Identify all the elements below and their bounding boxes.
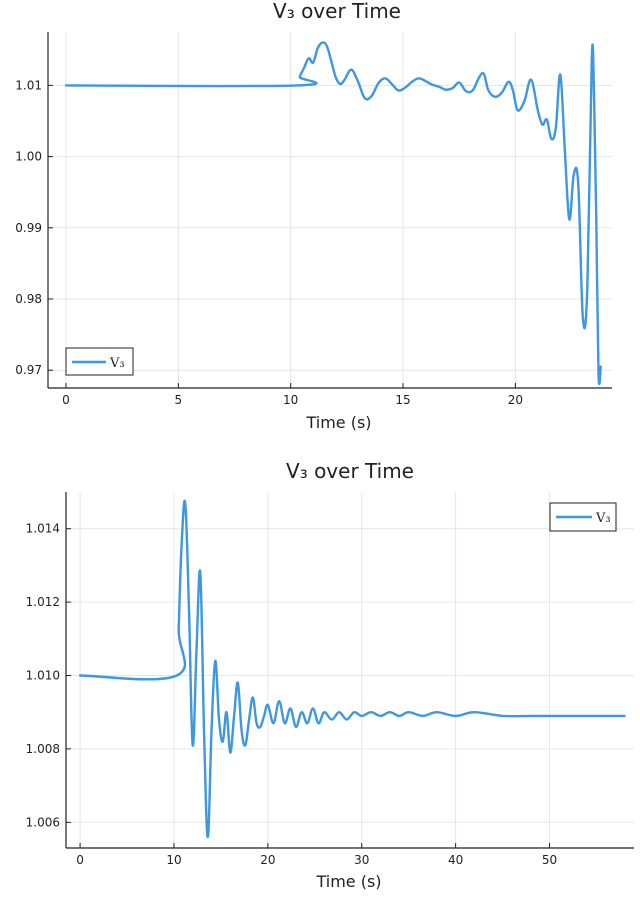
x-axis-label: Time (s) (315, 872, 381, 891)
legend-entry: V₃ (109, 356, 125, 371)
chart-top: V₃ over Time 0 5 10 15 20 0.97 0.98 0.99 1.00 1.… (15, 0, 612, 432)
x-ticks: 0 5 10 15 20 (62, 383, 523, 407)
x-tick-label: 5 (175, 393, 183, 407)
grid (48, 32, 612, 388)
legend: V₃ (65, 347, 134, 376)
x-tick-label: 30 (354, 853, 369, 867)
chart-bottom: V₃ over Time 0 10 20 30 40 50 1.006 1.008 1.010… (26, 459, 634, 891)
chart-title: V₃ over Time (286, 459, 414, 483)
x-tick-label: 10 (283, 393, 298, 407)
y-tick-label: 0.97 (15, 363, 42, 377)
x-tick-label: 15 (395, 393, 410, 407)
x-ticks: 0 10 20 30 40 50 (76, 843, 557, 867)
y-tick-label: 1.006 (26, 815, 60, 829)
x-tick-label: 0 (76, 853, 84, 867)
x-tick-label: 0 (62, 393, 70, 407)
y-ticks: 0.97 0.98 0.99 1.00 1.01 (15, 78, 53, 377)
y-tick-label: 1.014 (26, 522, 60, 536)
y-tick-label: 1.010 (26, 669, 60, 683)
x-tick-label: 20 (508, 393, 523, 407)
legend-entry: V₃ (595, 511, 611, 526)
chart-title: V₃ over Time (273, 0, 401, 23)
series-line-v3 (78, 499, 626, 839)
x-tick-label: 50 (542, 853, 557, 867)
y-tick-label: 0.99 (15, 221, 42, 235)
series-line-v3 (64, 41, 602, 386)
y-tick-label: 1.008 (26, 742, 60, 756)
y-ticks: 1.006 1.008 1.010 1.012 1.014 (26, 522, 71, 829)
y-tick-label: 1.00 (15, 150, 42, 164)
x-tick-label: 10 (166, 853, 181, 867)
series-layer (78, 499, 626, 839)
grid (66, 492, 634, 848)
y-tick-label: 0.98 (15, 292, 42, 306)
legend: V₃ (549, 502, 617, 532)
y-tick-label: 1.012 (26, 595, 60, 609)
series-layer (64, 41, 602, 386)
axes (65, 492, 634, 849)
axes (47, 32, 612, 389)
x-tick-label: 20 (260, 853, 275, 867)
x-tick-label: 40 (448, 853, 463, 867)
x-axis-label: Time (s) (305, 413, 371, 432)
y-tick-label: 1.01 (15, 78, 42, 92)
